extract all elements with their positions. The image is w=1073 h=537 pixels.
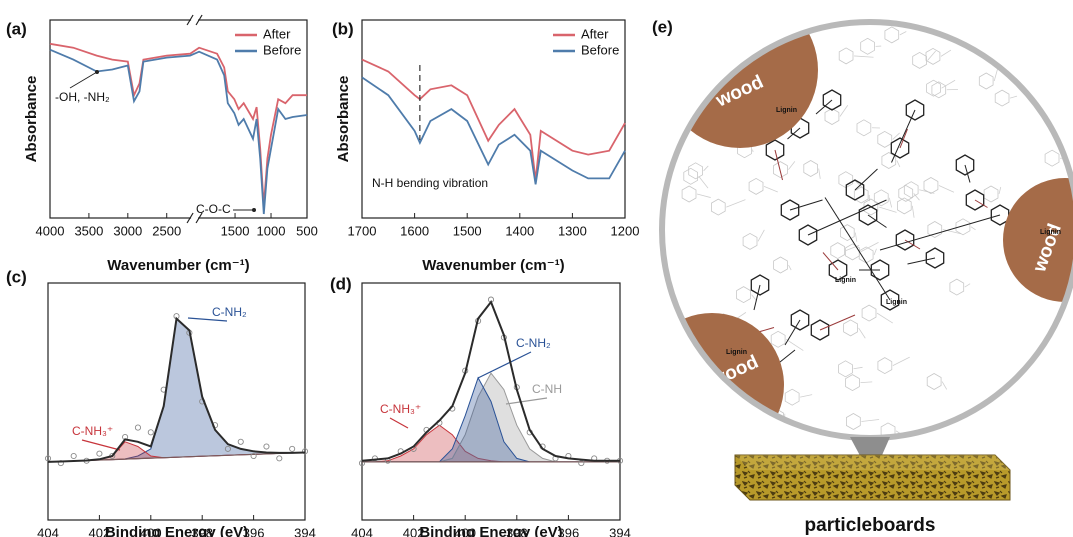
x-tick-label: 394 [294,525,316,537]
background-ring [694,378,708,394]
lignin-label: Lignin [726,349,747,356]
y-axis-label: Absorbance [335,76,352,163]
page: { "chart_data": [ { "type": "line", "pan… [0,0,1073,537]
panel-label: (b) [332,19,354,38]
raw-point [277,456,282,461]
background-ring [1018,406,1032,422]
lignin-label: Lignin [886,299,907,306]
x-tick-label: 3000 [113,223,142,238]
background-ring [673,80,687,96]
x-tick-label: 500 [296,223,318,238]
x-tick-label: 404 [351,525,373,537]
legend-label: Before [263,42,301,57]
background-bond [1033,414,1041,425]
y-axis-label: Absorbance [23,76,40,163]
x-axis-label: Wavenumber (cm⁻¹) [107,257,249,274]
x-tick-label: 1200 [611,223,640,238]
fit-component [48,319,305,462]
particleboard-top [735,455,1010,470]
component-arrow [478,352,531,378]
annotation: N-H bending vibration [372,176,488,190]
diagram: woodwoodwoodLigninLigninLigninLigninLign… [640,0,1073,536]
annotation-arrow [70,72,97,88]
raw-point [290,446,295,451]
x-tick-label: 1700 [348,223,377,238]
x-tick-label: 1500 [453,223,482,238]
background-bond [1049,378,1064,381]
raw-point [148,430,153,435]
raw-point [71,453,76,458]
annotation-arrowhead [252,208,256,212]
annotation: -OH, -NH₂ [55,90,110,104]
x-tick-label: 1500 [221,223,250,238]
x-axis-label: Binding Energy (eV) [419,524,562,537]
x-tick-label: 1300 [558,223,587,238]
x-tick-label: 394 [609,525,631,537]
component-arrow [506,398,547,404]
figure: woodwoodwoodLigninLigninLigninLigninLign… [0,0,1073,537]
background-ring [731,421,745,437]
raw-point [97,451,102,456]
raw-point [135,425,140,430]
panel-label: (d) [330,274,352,293]
spectrum-line [362,77,625,184]
x-tick-label: 1600 [400,223,429,238]
lignin-label: Lignin [776,107,797,114]
x-axis-label: Binding Energy (eV) [105,524,248,537]
component-label: C-NH₂ [212,305,247,319]
spectrum-line [50,50,307,214]
raw-point [238,439,243,444]
panel-label: (a) [6,19,27,38]
component-arrow [390,418,408,428]
x-tick-label: 1400 [505,223,534,238]
panel-label: (c) [6,267,27,286]
background-ring [1034,370,1048,386]
component-label: C-NH₃⁺ [380,402,421,416]
lignin-label: Lignin [835,277,856,284]
background-bond [709,376,711,386]
x-tick-label: 404 [37,525,59,537]
x-tick-label: 3500 [74,223,103,238]
background-bond [688,88,702,93]
x-tick-label: 2500 [152,223,181,238]
background-ring [734,38,748,54]
x-tick-label: 1000 [257,223,286,238]
background-ring [731,32,745,48]
background-bond [745,29,747,40]
x-tick-label: 4000 [36,223,65,238]
annotation-arrowhead [95,70,99,74]
legend-label: Before [581,42,619,57]
wood-particle [640,313,784,457]
component-label: C-NH [532,382,562,396]
annotation: C-O-C [196,202,231,216]
legend-label: After [263,26,291,41]
legend-label: After [581,26,609,41]
caption: particleboards [805,515,936,536]
spectrum-line [362,60,625,181]
component-label: C-NH₂ [516,336,551,350]
raw-point [264,444,269,449]
x-axis-label: Wavenumber (cm⁻¹) [422,257,564,274]
lignin-label: Lignin [1040,229,1061,236]
panel-label: (e) [652,17,673,36]
background-bond [746,423,755,429]
component-arrow [82,440,120,450]
component-label: C-NH₃⁺ [72,424,113,438]
